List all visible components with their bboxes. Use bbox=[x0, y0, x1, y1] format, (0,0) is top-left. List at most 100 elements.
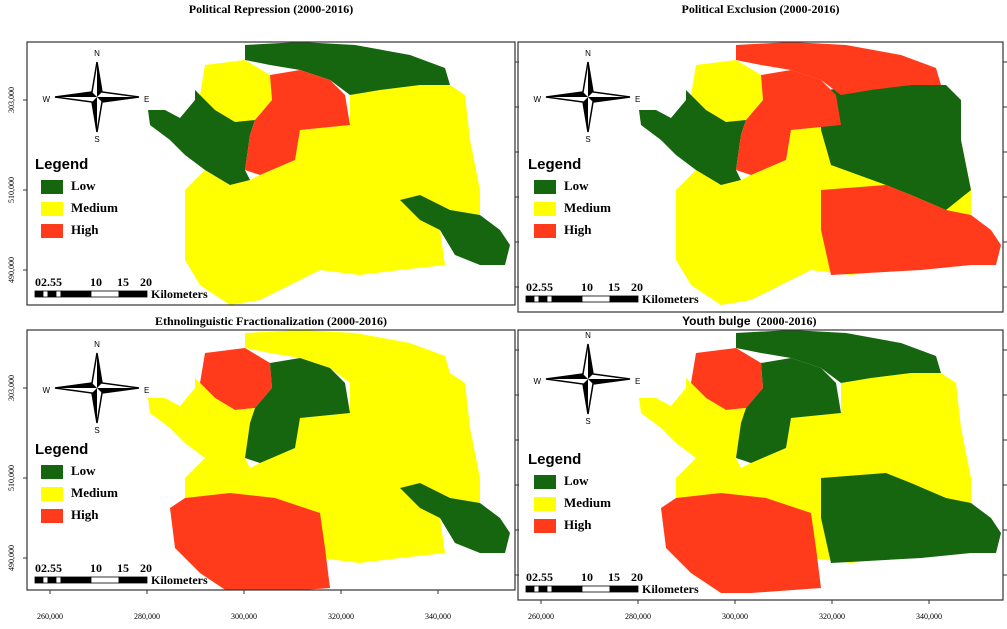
scale-label: 20 bbox=[631, 570, 643, 584]
legend-title: Legend bbox=[35, 441, 88, 458]
compass-shade bbox=[55, 62, 139, 132]
legend-label: High bbox=[564, 517, 592, 532]
compass-e: E bbox=[144, 95, 149, 104]
region-layer bbox=[639, 330, 1001, 593]
region-layer bbox=[639, 42, 1001, 305]
region bbox=[736, 70, 841, 175]
map-panel: Political Repression (2000-2016) N S E W Lege… bbox=[7, 2, 519, 306]
region bbox=[736, 42, 941, 95]
x-coord-label: 340,000 bbox=[425, 612, 451, 621]
scale-unit: Kilometers bbox=[642, 582, 699, 596]
region bbox=[148, 90, 255, 185]
y-coord-label: 490,000 bbox=[7, 545, 16, 571]
compass-n: N bbox=[94, 49, 100, 58]
region-layer bbox=[148, 42, 510, 305]
compass-w: W bbox=[533, 95, 541, 104]
legend-label: Low bbox=[71, 463, 96, 478]
panel-frame bbox=[26, 41, 516, 306]
region bbox=[148, 378, 255, 473]
scale-unit: Kilometers bbox=[151, 287, 208, 301]
scale-unit: Kilometers bbox=[151, 573, 208, 587]
region bbox=[185, 85, 480, 305]
scale-segment bbox=[118, 576, 148, 584]
x-coord-label: 280,000 bbox=[134, 612, 160, 621]
legend-swatch bbox=[41, 487, 63, 501]
scale-segment bbox=[60, 576, 92, 584]
scale-label: 02.55 bbox=[35, 561, 62, 575]
scale-label: 02.55 bbox=[526, 570, 553, 584]
scale-segment bbox=[551, 295, 583, 303]
map-panel: Youth bulge (2000-2016) N S E W Legend Low Mediu… bbox=[517, 314, 1007, 621]
compass-s: S bbox=[585, 135, 590, 144]
legend-title: Legend bbox=[528, 156, 581, 173]
region bbox=[200, 348, 272, 410]
y-coord-label: 303,000 bbox=[7, 375, 16, 401]
y-coord-label: 490,000 bbox=[7, 257, 16, 283]
compass-s: S bbox=[585, 417, 590, 426]
legend-swatch bbox=[41, 509, 63, 523]
compass-e: E bbox=[635, 95, 640, 104]
compass: N S E W bbox=[42, 49, 149, 144]
map-panel: Ethnolinguistic Fractionalization (2000-… bbox=[7, 314, 519, 621]
legend-label: High bbox=[564, 222, 592, 237]
region bbox=[639, 90, 746, 185]
y-coord-label: 510,000 bbox=[7, 465, 16, 491]
legend-title: Legend bbox=[528, 451, 581, 468]
region bbox=[200, 60, 272, 122]
compass-w: W bbox=[42, 95, 50, 104]
scale-segment bbox=[55, 576, 62, 584]
legend-swatch bbox=[534, 475, 556, 489]
region bbox=[661, 493, 821, 593]
compass-w: W bbox=[533, 377, 541, 386]
compass-s: S bbox=[94, 135, 99, 144]
map-panel: Political Exclusion (2000-2016) N S E W Legen… bbox=[517, 2, 1007, 313]
scale-segment bbox=[546, 295, 553, 303]
scale-segment bbox=[47, 290, 57, 298]
region bbox=[170, 493, 330, 590]
legend-title: Legend bbox=[35, 156, 88, 173]
compass-e: E bbox=[144, 386, 149, 395]
y-coord-label: 303,000 bbox=[7, 87, 16, 113]
scale-segment bbox=[60, 290, 92, 298]
compass-shade bbox=[546, 62, 630, 132]
panel-title: Ethnolinguistic Fractionalization (2000-… bbox=[155, 314, 387, 328]
legend-label: Medium bbox=[564, 200, 611, 215]
scale-segment bbox=[118, 290, 148, 298]
scale-label: 10 bbox=[90, 561, 102, 575]
region bbox=[821, 85, 971, 210]
region-layer bbox=[148, 330, 510, 590]
scale-label: 10 bbox=[90, 275, 102, 289]
region bbox=[245, 330, 450, 383]
compass: N S E W bbox=[533, 49, 640, 144]
compass: N S E W bbox=[42, 340, 149, 435]
scale-label: 15 bbox=[117, 561, 129, 575]
x-coord-label: 300,000 bbox=[231, 612, 257, 621]
region bbox=[400, 483, 510, 553]
scale-label: 20 bbox=[140, 561, 152, 575]
panel-title: Political Exclusion (2000-2016) bbox=[682, 2, 840, 16]
region bbox=[245, 70, 350, 175]
scale-segment bbox=[581, 585, 611, 593]
region bbox=[691, 348, 763, 410]
scale-segment bbox=[90, 290, 120, 298]
x-coord-label: 280,000 bbox=[625, 612, 651, 621]
scale-label: 10 bbox=[581, 280, 593, 294]
x-coord-label: 340,000 bbox=[916, 612, 942, 621]
scale-segment bbox=[42, 290, 49, 298]
scale-segment bbox=[90, 576, 120, 584]
scale-label: 15 bbox=[608, 570, 620, 584]
legend-swatch bbox=[534, 224, 556, 238]
panel-frame bbox=[26, 329, 516, 591]
compass-s: S bbox=[94, 426, 99, 435]
x-coord-label: 320,000 bbox=[819, 612, 845, 621]
region bbox=[821, 185, 1001, 275]
scale-segment bbox=[533, 295, 540, 303]
legend-label: High bbox=[71, 507, 99, 522]
region bbox=[691, 60, 763, 122]
legend-label: Medium bbox=[71, 200, 118, 215]
compass-e: E bbox=[635, 377, 640, 386]
legend-swatch bbox=[534, 180, 556, 194]
region bbox=[245, 358, 350, 463]
legend-label: Medium bbox=[71, 485, 118, 500]
